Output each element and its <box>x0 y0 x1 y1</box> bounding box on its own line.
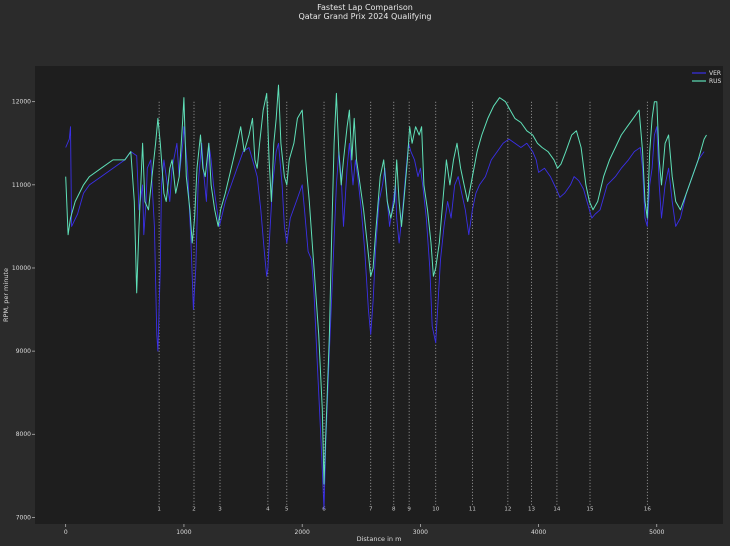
x-tick-label: 5000 <box>649 529 664 536</box>
corner-label: 4 <box>266 507 270 513</box>
x-axis: 0 1000 2000 3000 4000 5000 <box>64 524 665 536</box>
corner-label: 10 <box>432 507 439 513</box>
x-tick-label: 3000 <box>413 529 428 536</box>
corner-label: 1 <box>157 507 161 513</box>
x-tick-label: 4000 <box>531 529 546 536</box>
plot-area <box>35 66 723 524</box>
corner-label: 5 <box>285 507 289 513</box>
corner-label: 11 <box>469 507 476 513</box>
chart-subtitle: Qatar Grand Prix 2024 Qualifying <box>298 12 431 21</box>
corner-label: 16 <box>644 507 651 513</box>
series-line-rus <box>65 84 707 485</box>
y-tick-label: 12000 <box>12 99 31 106</box>
y-tick-label: 7000 <box>16 514 31 521</box>
x-tick-label: 0 <box>64 529 68 536</box>
corner-label: 6 <box>322 507 326 513</box>
series-line-ver <box>65 126 705 510</box>
corner-label: 15 <box>587 507 594 513</box>
y-tick-label: 11000 <box>12 182 31 189</box>
legend: VER RUS <box>692 70 722 85</box>
corner-markers: 1 2 3 4 5 6 7 8 9 10 11 12 13 14 15 16 <box>157 101 651 513</box>
legend-label-rus: RUS <box>709 78 722 85</box>
x-axis-label: Distance in m <box>357 535 402 543</box>
corner-label: 12 <box>504 507 511 513</box>
chart-title: Fastest Lap Comparison <box>317 3 413 12</box>
x-tick-label: 2000 <box>295 529 310 536</box>
y-tick-label: 8000 <box>16 431 31 438</box>
y-axis-label: RPM, per minute <box>2 268 10 322</box>
corner-label: 3 <box>218 507 222 513</box>
legend-label-ver: VER <box>709 70 721 77</box>
y-axis: 7000 8000 9000 10000 11000 12000 <box>12 99 35 521</box>
corner-label: 8 <box>392 507 396 513</box>
corner-label: 9 <box>407 507 411 513</box>
x-tick-label: 1000 <box>176 529 191 536</box>
corner-label: 14 <box>553 507 560 513</box>
corner-label: 2 <box>192 507 196 513</box>
series-lines <box>65 84 707 510</box>
y-tick-label: 9000 <box>16 348 31 355</box>
corner-label: 13 <box>528 507 535 513</box>
y-tick-label: 10000 <box>12 265 31 272</box>
corner-label: 7 <box>369 507 373 513</box>
